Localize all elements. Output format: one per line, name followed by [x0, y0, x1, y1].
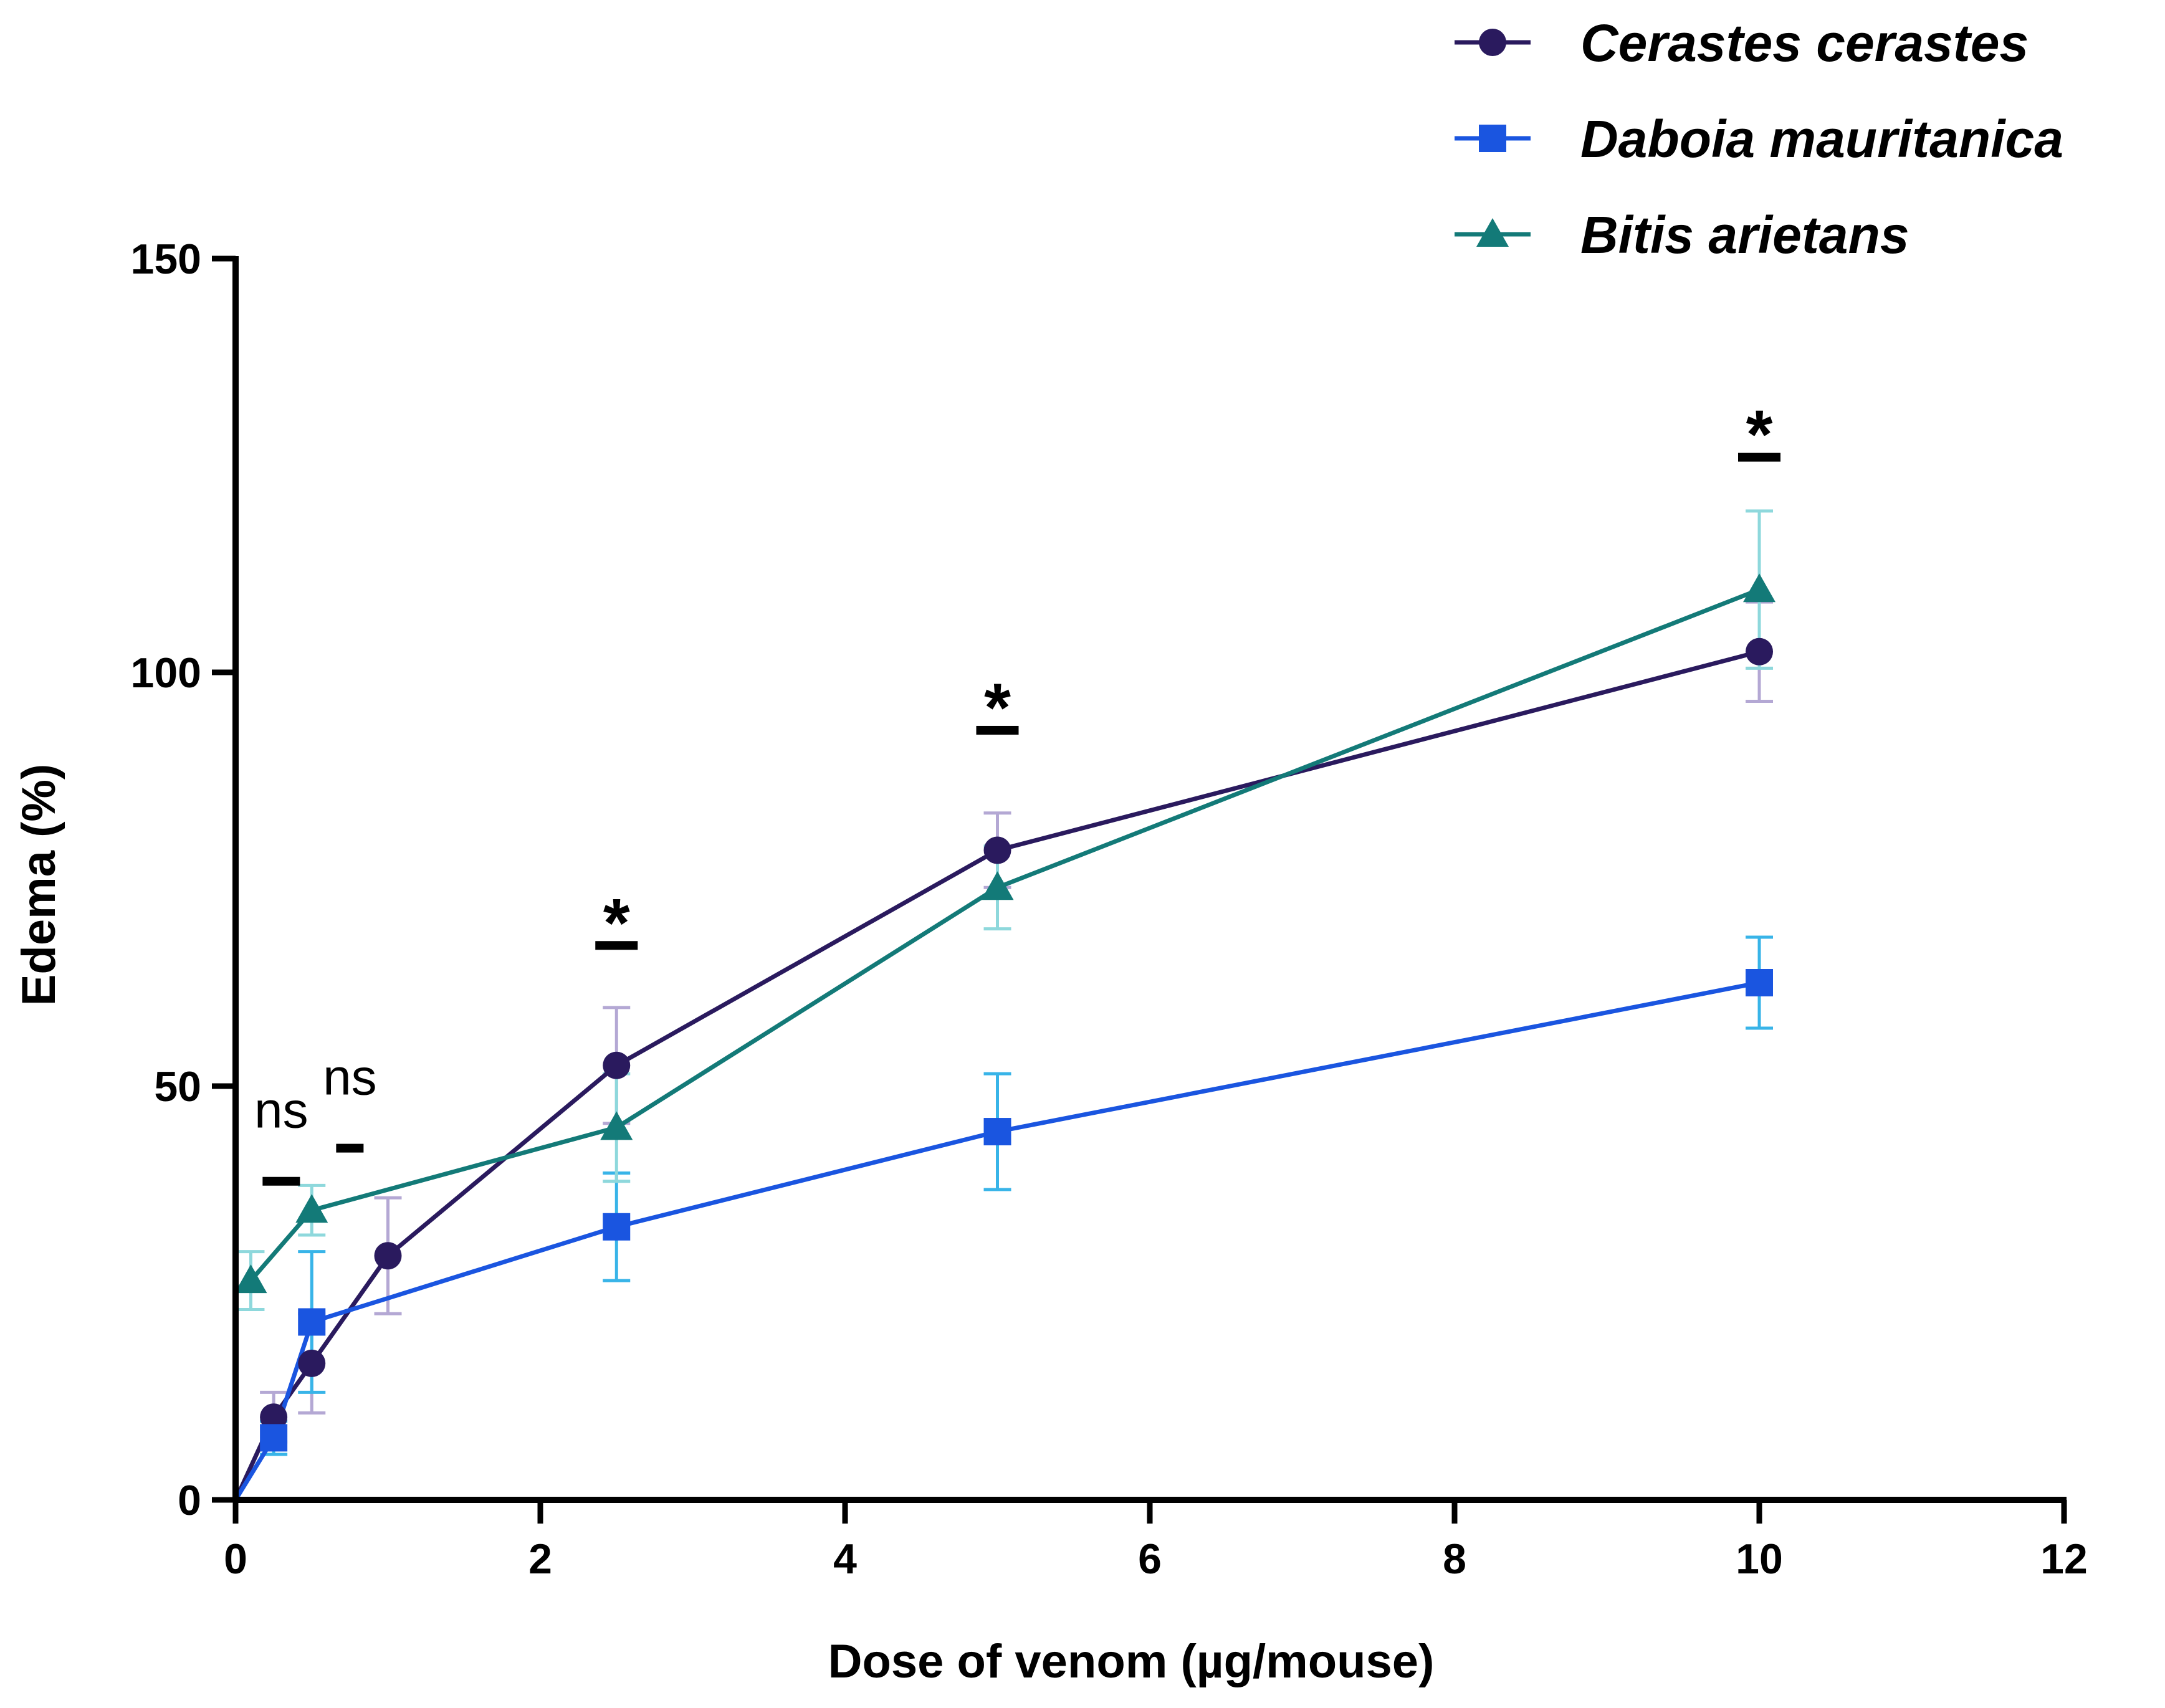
y-axis-title: Edema (%): [12, 764, 65, 1006]
data-point-daboia-mauritanica: [260, 1424, 288, 1452]
data-point-daboia-mauritanica: [298, 1308, 326, 1336]
significance-star: *: [603, 885, 630, 961]
x-tick-label: 4: [833, 1535, 857, 1583]
legend-label-cerastes-cerastes: Cerastes cerastes: [1580, 14, 2029, 72]
series-line-daboia-mauritanica: [234, 980, 1760, 1501]
series-markers: [234, 573, 1775, 1452]
data-point-bitis-arietans: [600, 1111, 633, 1140]
legend-marker-bitis-arietans: [1476, 218, 1509, 247]
significance-bar: [595, 941, 638, 950]
significance-bar: [1738, 452, 1780, 462]
error-bars: [237, 509, 1773, 1456]
data-point-bitis-arietans: [981, 871, 1014, 900]
data-point-daboia-mauritanica: [983, 1118, 1011, 1146]
significance-ns: ns: [323, 1049, 377, 1105]
data-point-bitis-arietans: [1743, 573, 1775, 603]
legend-label-daboia-mauritanica: Daboia mauritanica: [1580, 110, 2063, 168]
significance-star: *: [1746, 396, 1773, 473]
significance-bar: [262, 1176, 300, 1186]
data-point-cerastes-cerastes: [374, 1242, 402, 1270]
x-tick-label: 8: [1443, 1535, 1466, 1583]
data-point-cerastes-cerastes: [603, 1051, 631, 1079]
x-tick-label: 0: [224, 1535, 247, 1583]
data-point-cerastes-cerastes: [1746, 637, 1773, 666]
data-point-bitis-arietans: [234, 1264, 267, 1294]
x-axis-title: Dose of venom (µg/mouse): [828, 1635, 1435, 1688]
x-tick-label: 10: [1736, 1535, 1783, 1583]
data-point-daboia-mauritanica: [603, 1213, 631, 1241]
x-tick-label: 12: [2040, 1535, 2088, 1583]
data-point-bitis-arietans: [295, 1194, 328, 1223]
legend: Cerastes cerastes Daboia mauritanica Bitis…: [1455, 14, 2063, 264]
x-tick-label: 6: [1138, 1535, 1162, 1583]
significance-bar: [336, 1143, 364, 1153]
legend-marker-cerastes-cerastes: [1479, 29, 1506, 56]
data-point-cerastes-cerastes: [260, 1403, 288, 1431]
y-tick-label: 150: [131, 236, 201, 283]
data-point-cerastes-cerastes: [298, 1349, 326, 1377]
y-tick-label: 50: [154, 1063, 201, 1110]
x-tick-label: 2: [528, 1535, 552, 1583]
legend-marker-daboia-mauritanica: [1479, 125, 1506, 152]
significance-star: *: [984, 669, 1011, 746]
data-point-cerastes-cerastes: [983, 836, 1011, 864]
data-point-daboia-mauritanica: [1746, 969, 1773, 996]
legend-label-bitis-arietans: Bitis arietans: [1580, 206, 1909, 264]
axes: 0 2 4 6 8 10 12 0 50 100 150: [131, 236, 2088, 1583]
significance-ns: ns: [254, 1082, 308, 1138]
y-tick-label: 0: [178, 1477, 201, 1524]
significance-bar: [976, 725, 1019, 735]
y-tick-label: 100: [131, 649, 201, 697]
